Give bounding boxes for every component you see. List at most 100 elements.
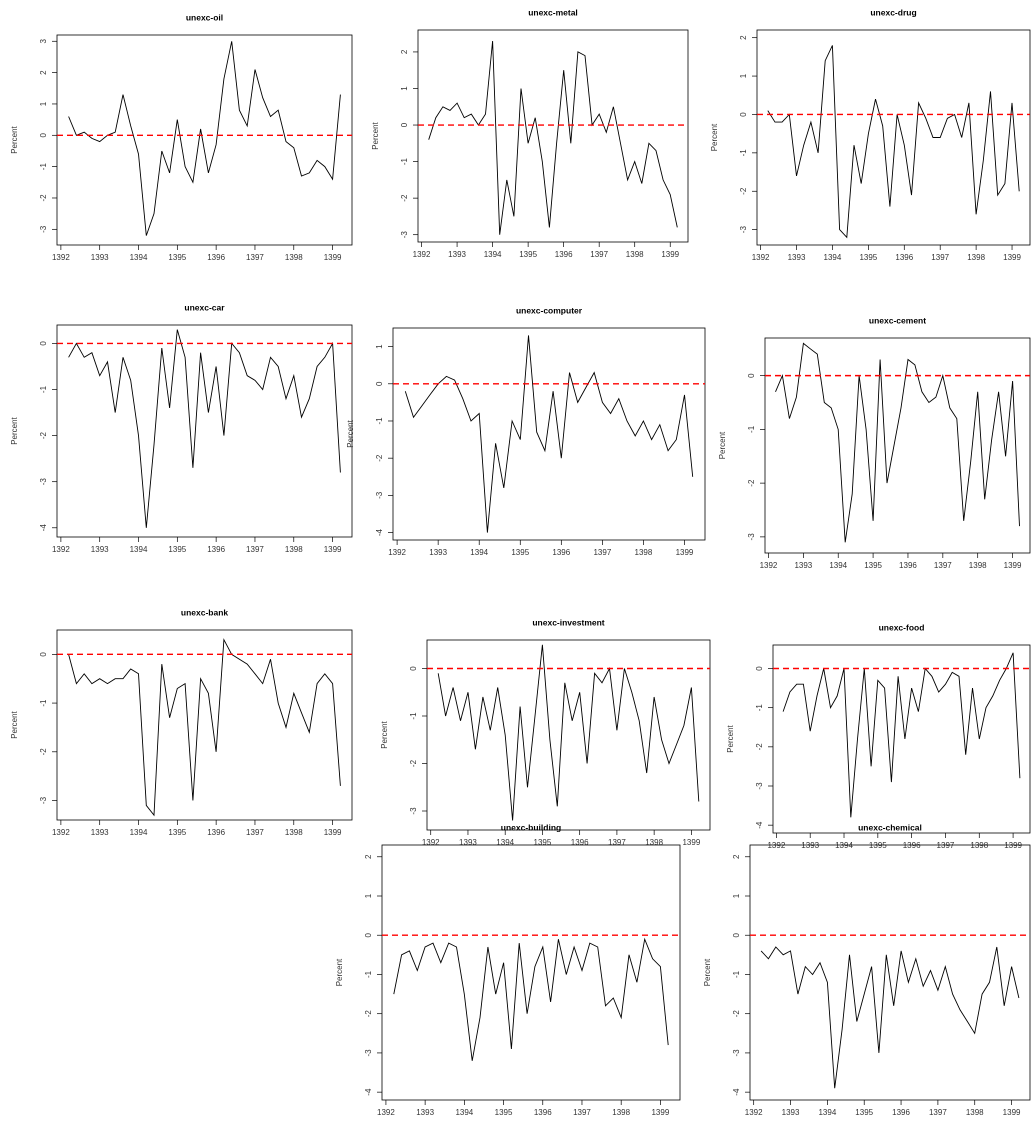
x-tick-label: 1392: [377, 1108, 395, 1117]
y-tick-label: 0: [39, 652, 48, 657]
x-tick-label: 1395: [511, 548, 529, 557]
x-tick-label: 1393: [416, 1108, 434, 1117]
x-tick-label: 1392: [760, 561, 778, 570]
x-tick-label: 1392: [388, 548, 406, 557]
x-tick-label: 1399: [1004, 841, 1022, 850]
y-tick-label: -1: [755, 704, 764, 712]
y-tick-label: -4: [364, 1088, 373, 1096]
x-tick-label: 1396: [892, 1108, 910, 1117]
x-tick-label: 1398: [285, 253, 303, 262]
panel-title: unexc-car: [184, 302, 225, 312]
y-tick-label: -4: [755, 821, 764, 829]
y-tick-label: 2: [400, 49, 409, 54]
y-axis-label: Percent: [335, 958, 344, 986]
y-tick-label: 0: [755, 666, 764, 671]
x-tick-label: 1394: [818, 1108, 836, 1117]
y-tick-label: -3: [400, 231, 409, 239]
plot-frame: [393, 328, 705, 540]
x-tick-label: 1392: [52, 828, 70, 837]
data-line: [783, 653, 1020, 818]
x-tick-label: 1392: [52, 545, 70, 554]
y-axis-label: Percent: [346, 419, 355, 447]
y-tick-label: 2: [732, 854, 741, 859]
x-tick-label: 1395: [168, 828, 186, 837]
x-tick-label: 1393: [91, 253, 109, 262]
y-tick-label: -3: [732, 1049, 741, 1057]
plot-frame: [750, 845, 1030, 1100]
x-tick-label: 1395: [519, 250, 537, 259]
x-tick-label: 1397: [590, 250, 608, 259]
panel-title: unexc-building: [501, 822, 561, 832]
x-tick-label: 1398: [635, 548, 653, 557]
panel-title: unexc-metal: [528, 7, 578, 17]
x-tick-label: 1396: [207, 545, 225, 554]
panel-title: unexc-cement: [869, 315, 926, 325]
y-tick-label: -1: [400, 157, 409, 165]
y-tick-label: -3: [409, 807, 418, 815]
y-tick-label: -1: [39, 163, 48, 171]
x-tick-label: 1393: [788, 253, 806, 262]
panel: unexc-carPercent-4-3-2-10139213931394139…: [10, 302, 352, 554]
x-tick-label: 1399: [651, 1108, 669, 1117]
y-tick-label: 2: [39, 70, 48, 75]
data-line: [394, 939, 668, 1061]
y-tick-label: 0: [39, 341, 48, 346]
x-tick-label: 1395: [168, 253, 186, 262]
y-tick-label: 0: [400, 122, 409, 127]
x-tick-label: 1398: [966, 1108, 984, 1117]
x-tick-label: 1395: [864, 561, 882, 570]
panel: unexc-cementPercent-3-2-1013921393139413…: [718, 315, 1030, 570]
x-tick-label: 1397: [937, 841, 955, 850]
y-tick-label: -2: [732, 1010, 741, 1018]
x-tick-label: 1396: [552, 548, 570, 557]
x-tick-label: 1396: [555, 250, 573, 259]
y-tick-label: -4: [375, 528, 384, 536]
panel-title: unexc-chemical: [858, 822, 922, 832]
x-tick-label: 1395: [534, 838, 552, 847]
plot-frame: [57, 630, 352, 820]
y-tick-label: -1: [39, 385, 48, 393]
y-tick-label: -3: [747, 533, 756, 541]
y-tick-label: 0: [747, 373, 756, 378]
x-tick-label: 1397: [593, 548, 611, 557]
y-axis-label: Percent: [380, 720, 389, 748]
x-tick-label: 1396: [571, 838, 589, 847]
x-tick-label: 1399: [1003, 1108, 1021, 1117]
y-tick-label: -2: [364, 1010, 373, 1018]
x-tick-label: 1397: [573, 1108, 591, 1117]
x-tick-label: 1396: [207, 253, 225, 262]
x-tick-label: 1393: [782, 1108, 800, 1117]
y-axis-label: Percent: [726, 724, 735, 752]
y-tick-label: -3: [755, 782, 764, 790]
y-tick-label: -3: [375, 491, 384, 499]
x-tick-label: 1392: [52, 253, 70, 262]
panel-title: unexc-oil: [186, 12, 223, 22]
x-tick-label: 1392: [767, 841, 785, 850]
panel-title: unexc-investment: [532, 617, 604, 627]
data-line: [69, 41, 341, 235]
x-tick-label: 1392: [745, 1108, 763, 1117]
y-tick-label: -4: [732, 1088, 741, 1096]
y-tick-label: 1: [375, 344, 384, 349]
y-tick-label: -4: [39, 524, 48, 532]
panel-title: unexc-food: [879, 622, 925, 632]
x-tick-label: 1393: [801, 841, 819, 850]
y-axis-label: Percent: [718, 431, 727, 459]
y-tick-label: -2: [400, 194, 409, 202]
x-tick-label: 1399: [324, 253, 342, 262]
y-tick-label: 0: [375, 381, 384, 386]
data-line: [438, 645, 699, 821]
x-tick-label: 1394: [484, 250, 502, 259]
data-line: [69, 330, 341, 528]
y-tick-label: 0: [409, 666, 418, 671]
x-tick-label: 1392: [422, 838, 440, 847]
y-tick-label: -1: [732, 970, 741, 978]
y-axis-label: Percent: [371, 121, 380, 149]
plot-frame: [418, 30, 688, 242]
y-tick-label: -1: [747, 425, 756, 433]
x-tick-label: 1395: [859, 253, 877, 262]
y-tick-label: -1: [409, 712, 418, 720]
x-tick-label: 1397: [246, 828, 264, 837]
